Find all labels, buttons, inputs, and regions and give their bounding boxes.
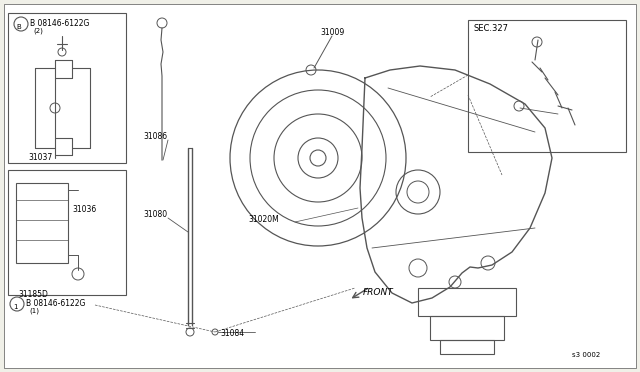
Text: 31086: 31086 xyxy=(143,132,167,141)
Text: 31036: 31036 xyxy=(72,205,96,214)
Text: 31084: 31084 xyxy=(220,329,244,338)
Bar xyxy=(468,20,626,152)
Text: FRONT: FRONT xyxy=(363,288,394,297)
Text: (2): (2) xyxy=(33,27,43,33)
Bar xyxy=(430,316,504,340)
Text: SEC.327: SEC.327 xyxy=(473,24,508,33)
Bar xyxy=(8,170,126,295)
Text: B 08146-6122G: B 08146-6122G xyxy=(26,299,85,308)
Bar xyxy=(418,288,516,316)
Text: s3 0002: s3 0002 xyxy=(572,352,600,358)
Text: 31009: 31009 xyxy=(320,28,344,37)
Bar xyxy=(16,183,68,263)
Text: (1): (1) xyxy=(29,307,39,314)
Text: 31080: 31080 xyxy=(143,210,167,219)
Text: B: B xyxy=(17,24,21,30)
Text: 31037: 31037 xyxy=(28,153,52,162)
Bar xyxy=(440,340,494,354)
Text: 1: 1 xyxy=(13,304,17,310)
Text: B 08146-6122G: B 08146-6122G xyxy=(30,19,90,28)
Text: 31185D: 31185D xyxy=(18,290,48,299)
Bar xyxy=(8,13,126,163)
Text: 31020M: 31020M xyxy=(248,215,279,224)
